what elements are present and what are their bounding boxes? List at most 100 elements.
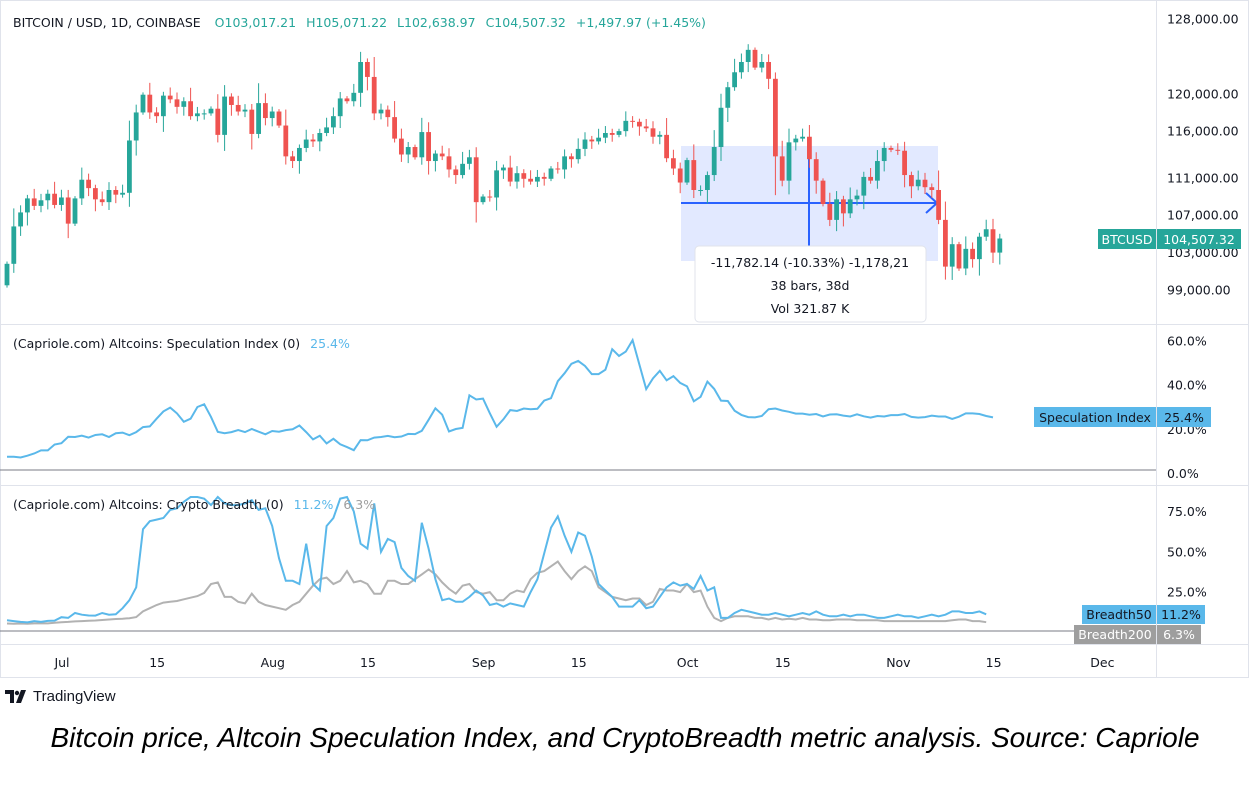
candle xyxy=(120,184,125,198)
candle-body xyxy=(548,168,554,179)
candle-body xyxy=(800,136,805,139)
candle-body xyxy=(657,134,663,137)
candle xyxy=(915,170,921,191)
candle xyxy=(79,167,85,205)
candle-body xyxy=(786,142,792,181)
candle xyxy=(222,85,227,151)
candle-body xyxy=(895,149,901,151)
candle xyxy=(507,155,513,187)
candle-body xyxy=(732,72,737,88)
candle xyxy=(596,128,601,145)
time-tick-label: Aug xyxy=(261,655,285,670)
candle-body xyxy=(106,189,112,203)
candle xyxy=(875,150,880,189)
spec-label-name: Speculation Index xyxy=(1039,410,1151,425)
candle-body xyxy=(943,219,948,267)
candle xyxy=(25,194,30,226)
breadth-title-text: (Capriole.com) Altcoins: Crypto Breadth … xyxy=(13,497,284,512)
candle xyxy=(405,141,411,164)
candle-body xyxy=(18,212,23,227)
candle-body xyxy=(276,111,282,126)
candle xyxy=(800,128,805,142)
candle xyxy=(365,58,370,91)
candle xyxy=(453,165,459,184)
candle-body xyxy=(609,133,615,135)
candle xyxy=(535,169,540,188)
breadth50-label-name: Breadth50 xyxy=(1086,607,1152,622)
candle xyxy=(276,109,282,128)
candle-body xyxy=(201,113,207,115)
candle-body xyxy=(677,168,683,183)
spec-label-value: 25.4% xyxy=(1164,410,1204,425)
candle-body xyxy=(188,101,193,117)
candle xyxy=(473,147,479,223)
candle xyxy=(664,118,669,163)
time-tick-label: 15 xyxy=(149,655,165,670)
candle-body xyxy=(718,107,724,148)
tradingview-logo[interactable]: TradingView xyxy=(5,688,116,705)
candle xyxy=(113,186,119,204)
candle xyxy=(229,93,234,116)
candle-body xyxy=(222,96,227,135)
candle xyxy=(820,178,826,207)
candle-body xyxy=(378,109,384,114)
candle-body xyxy=(303,139,309,148)
candle xyxy=(528,170,533,185)
candle-body xyxy=(399,138,404,155)
candle-body xyxy=(949,244,955,267)
time-axis[interactable]: Jul 15 Aug 15 Sep 15 Oct 15 Nov 15 Dec xyxy=(53,655,1114,670)
candle-body xyxy=(650,128,656,137)
breadth200-label-name: Breadth200 xyxy=(1078,627,1151,642)
candle xyxy=(922,172,928,195)
candle-body xyxy=(541,176,547,179)
candle-body xyxy=(922,179,928,188)
breadth200-line xyxy=(6,560,987,625)
candle-body xyxy=(915,179,921,187)
candle-body xyxy=(725,87,731,108)
candle xyxy=(86,173,91,197)
candle-body xyxy=(337,98,343,117)
candle xyxy=(269,106,275,127)
candle xyxy=(392,101,397,143)
candle-body xyxy=(766,61,771,79)
candle-body xyxy=(861,176,867,196)
time-tick-label: 15 xyxy=(986,655,1002,670)
candle-body xyxy=(371,76,377,114)
price-tick-label: 111,000.00 xyxy=(1167,170,1239,185)
candle-body xyxy=(705,175,710,190)
candle xyxy=(467,149,472,170)
breadth-title-b50: 11.2% xyxy=(294,497,334,512)
candle xyxy=(807,124,812,168)
candle-body xyxy=(99,199,105,203)
candle xyxy=(93,184,98,212)
candle xyxy=(501,164,506,179)
breadth-tick-label: 75.0% xyxy=(1167,504,1207,519)
price-tick-label: 128,000.00 xyxy=(1167,12,1239,27)
price-axis[interactable]: 128,000.00 120,000.00 116,000.00 111,000.00… xyxy=(1167,12,1239,298)
candle-body xyxy=(174,99,180,107)
measure-tooltip: -11,782.14 (-10.33%) -1,178,21 38 bars, … xyxy=(694,245,927,323)
candle xyxy=(385,105,391,127)
candle xyxy=(65,189,71,239)
tradingview-wordmark: TradingView xyxy=(33,688,116,705)
candle-body xyxy=(671,158,676,169)
candle-body xyxy=(813,159,819,181)
breadth200-label: Breadth200 6.3% xyxy=(1074,625,1201,644)
candle-body xyxy=(997,238,1003,253)
candle-body xyxy=(487,196,493,198)
candle xyxy=(881,142,887,172)
candle-body xyxy=(793,138,799,143)
candle xyxy=(868,168,873,184)
candle xyxy=(548,166,554,182)
breadth-axis[interactable]: 75.0% 50.0% 25.0% xyxy=(1167,504,1207,600)
measure-bars-text: 38 bars, 38d xyxy=(771,278,850,293)
candle-body xyxy=(38,200,44,206)
candle xyxy=(786,128,792,195)
candle xyxy=(154,107,159,123)
candle-body xyxy=(936,189,941,220)
candle xyxy=(351,83,357,107)
candle-body xyxy=(4,263,10,286)
candle xyxy=(990,218,996,263)
candle-body xyxy=(283,125,289,157)
